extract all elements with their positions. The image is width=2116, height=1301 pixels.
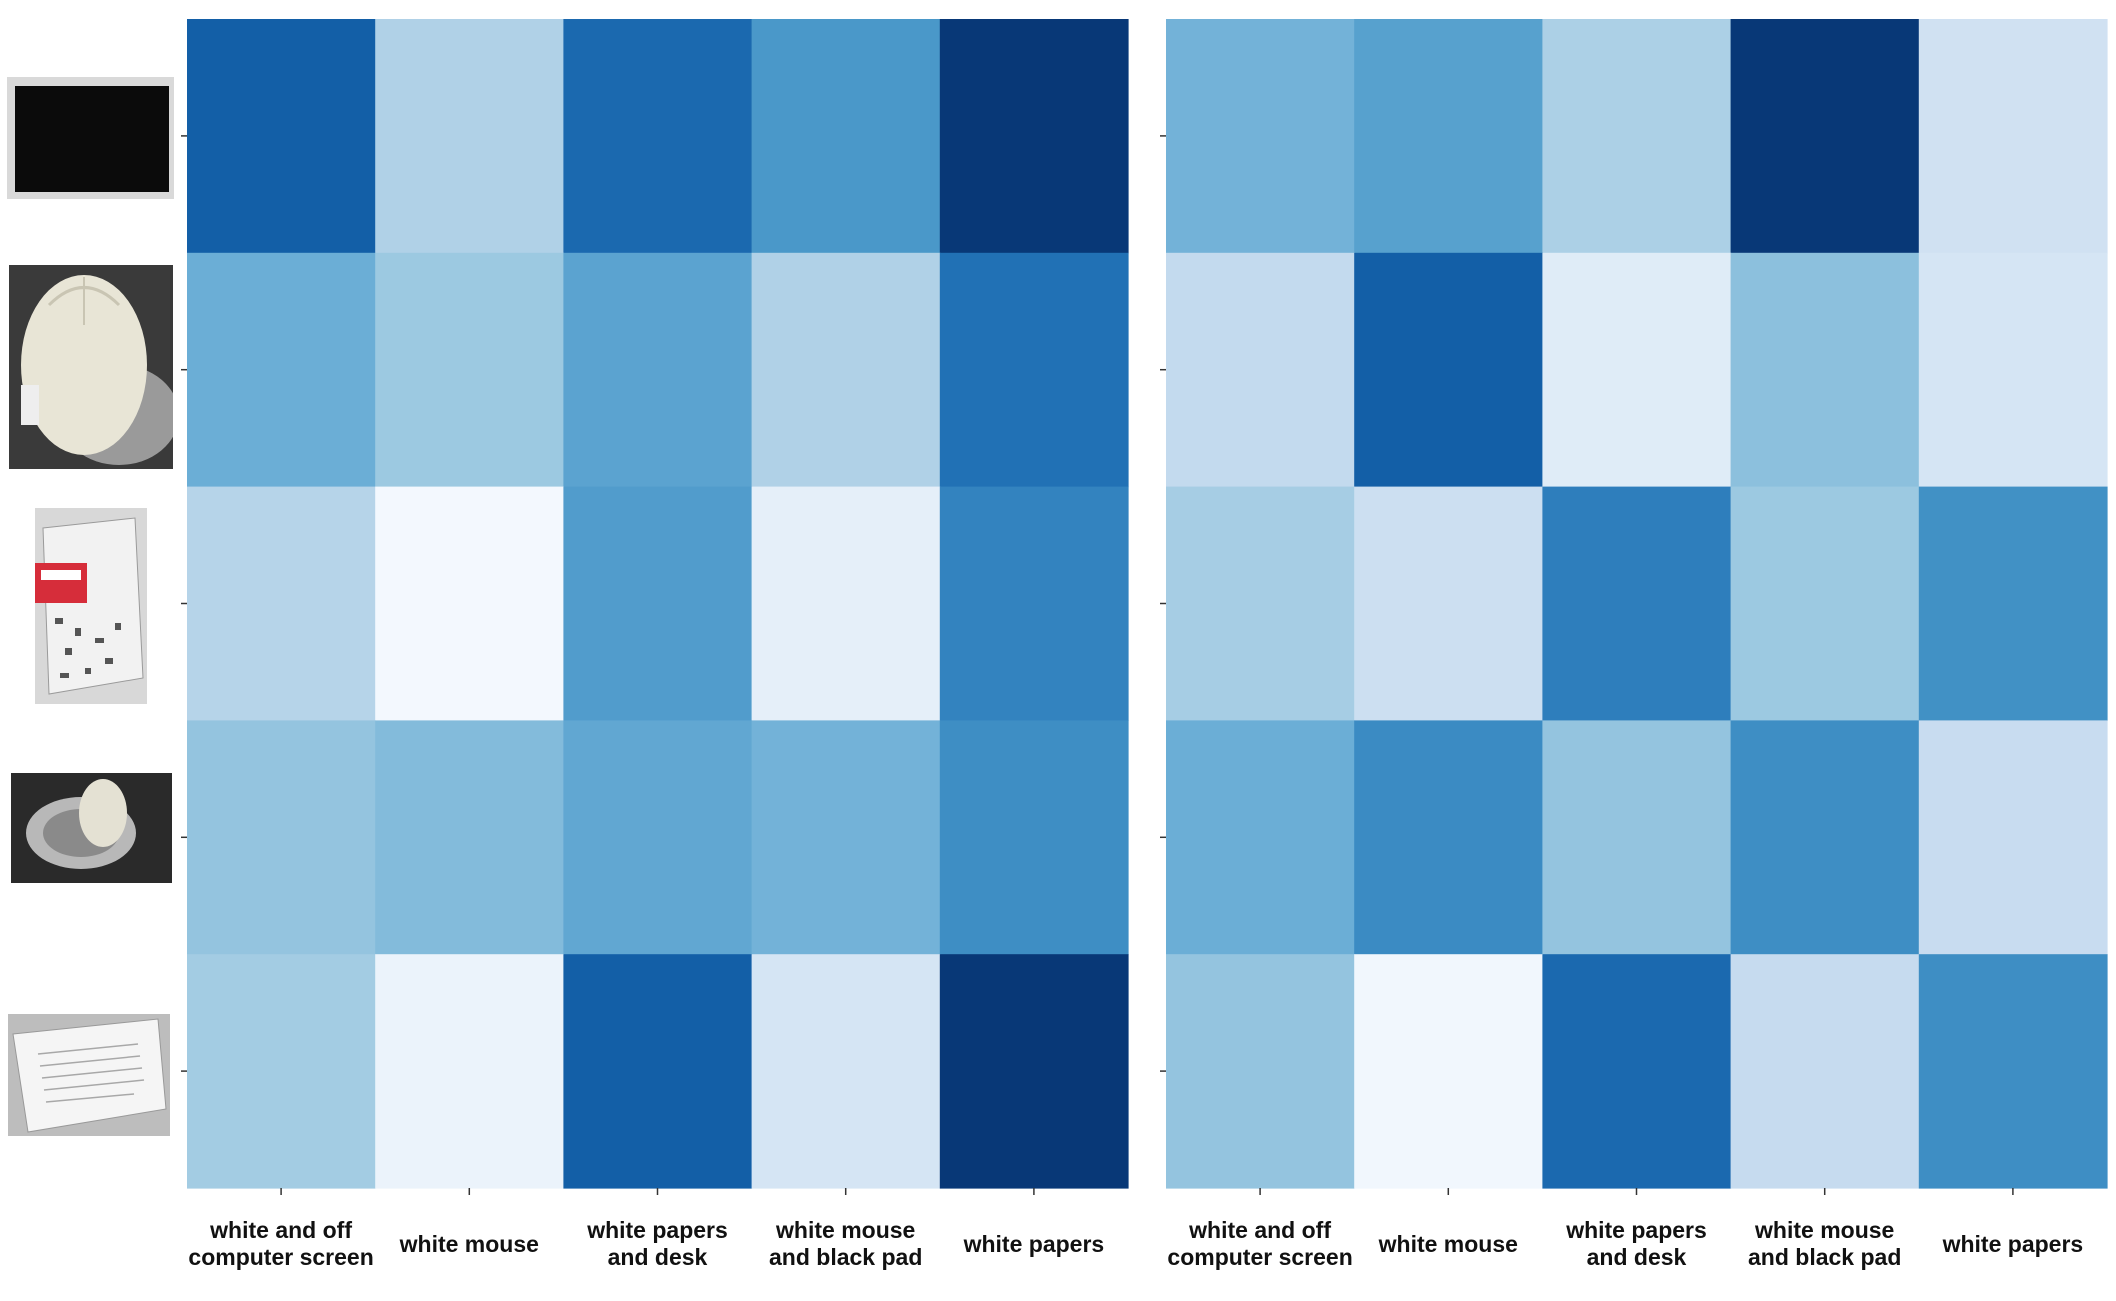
heatmap-cell-r4-c3	[563, 720, 753, 955]
heatmap-cell-r5-c1	[1166, 954, 1355, 1189]
heatmap-cell-r1-c4	[1730, 19, 1920, 254]
heatmap-cell-r4-c5	[1918, 720, 2108, 955]
heatmap-cell-r2-c2	[1354, 252, 1543, 488]
x-tick-label: white mouse	[399, 1231, 539, 1257]
heatmap-cell-r3-c4	[1730, 486, 1920, 721]
heatmap-cell-r2-c3	[563, 252, 753, 488]
heatmap-cell-r4-c3	[1542, 720, 1732, 955]
heatmap-cell-r3-c4	[751, 486, 941, 721]
heatmap-cell-r3-c2	[375, 486, 564, 721]
x-tick-label: white mouse and black pad	[769, 1217, 922, 1270]
heatmap-cell-r3-c2	[1354, 486, 1543, 721]
heatmap-cell-r5-c3	[1542, 954, 1732, 1189]
row-image-white-papers	[8, 1014, 170, 1136]
heatmap-cell-r4-c1	[1166, 720, 1355, 955]
heatmap-cell-r3-c5	[939, 486, 1129, 721]
heatmap-cell-r2-c5	[939, 252, 1129, 488]
heatmap-cell-r1-c1	[1166, 19, 1355, 254]
heatmap-cell-r2-c5	[1918, 252, 2108, 488]
heatmap-cell-r1-c4	[751, 19, 941, 254]
heatmap-cell-r4-c4	[1730, 720, 1920, 955]
heatmap-cell-r3-c3	[563, 486, 753, 721]
heatmap-panel-2: white and off computer screen white mouse w…	[1160, 19, 2108, 1270]
row-image-papers-desk	[35, 508, 147, 704]
heatmap-cell-r3-c1	[187, 486, 376, 721]
heatmap-cell-r1-c3	[563, 19, 753, 254]
heatmap-cell-r5-c4	[751, 954, 941, 1189]
heatmap-cell-r1-c2	[1354, 19, 1543, 254]
x-tick-label: white mouse and black pad	[1748, 1217, 1901, 1270]
heatmap-cell-r1-c2	[375, 19, 564, 254]
x-tick-label: white papers	[963, 1231, 1105, 1257]
x-tick-label: white and off computer screen	[1167, 1217, 1352, 1270]
heatmap-cell-r1-c3	[1542, 19, 1732, 254]
heatmap-cell-r2-c4	[1730, 252, 1920, 488]
heatmap-cell-r5-c4	[1730, 954, 1920, 1189]
x-tick-label: white mouse	[1378, 1231, 1518, 1257]
x-tick-label: white papers and desk	[586, 1217, 728, 1270]
heatmap-cell-r2-c2	[375, 252, 564, 488]
row-image-computer-screen	[7, 77, 174, 199]
heatmap-panel-1: white and off computer screen white mouse w…	[181, 19, 1129, 1270]
heatmap-cell-r5-c2	[375, 954, 564, 1189]
row-image-mouse-black-pad	[11, 773, 172, 883]
heatmap-cell-r2-c3	[1542, 252, 1732, 488]
heatmap-cell-r4-c1	[187, 720, 376, 955]
heatmap-cell-r5-c1	[187, 954, 376, 1189]
x-tick-label: white papers and desk	[1565, 1217, 1707, 1270]
heatmap-cell-r4-c5	[939, 720, 1129, 955]
heatmap-cell-r3-c3	[1542, 486, 1732, 721]
heatmap-cell-r4-c2	[375, 720, 564, 955]
x-tick-label: white papers	[1942, 1231, 2084, 1257]
heatmap-cell-r2-c4	[751, 252, 941, 488]
heatmap-cell-r1-c5	[1918, 19, 2108, 254]
heatmap-cell-r1-c1	[187, 19, 376, 254]
heatmap-cell-r5-c2	[1354, 954, 1543, 1189]
heatmap-cell-r2-c1	[1166, 252, 1355, 488]
heatmap-cell-r4-c2	[1354, 720, 1543, 955]
heatmap-cell-r3-c1	[1166, 486, 1355, 721]
heatmap-cell-r4-c4	[751, 720, 941, 955]
heatmap-cell-r3-c5	[1918, 486, 2108, 721]
row-image-white-mouse	[9, 265, 173, 469]
heatmap-cell-r2-c1	[187, 252, 376, 488]
heatmap-cell-r1-c5	[939, 19, 1129, 254]
heatmap-cell-r5-c5	[1918, 954, 2108, 1189]
heatmap-cell-r5-c5	[939, 954, 1129, 1189]
heatmap-cell-r5-c3	[563, 954, 753, 1189]
x-tick-label: white and off computer screen	[188, 1217, 373, 1270]
